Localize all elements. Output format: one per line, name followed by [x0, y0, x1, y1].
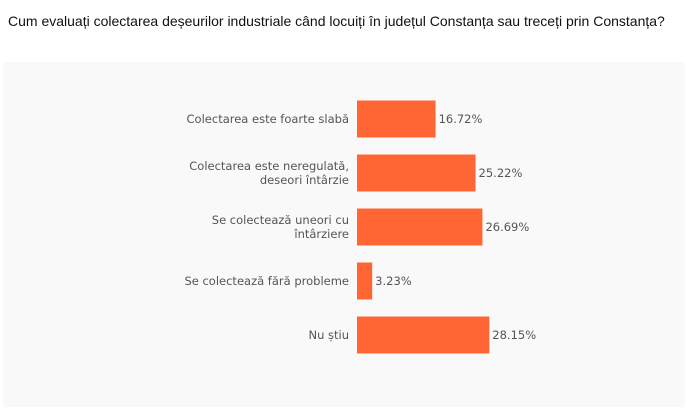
value-label-3: 26.69% [485, 220, 529, 234]
category-label-3: Se colectează uneori cu întârziere [212, 213, 349, 241]
bar-2 [357, 154, 476, 192]
category-label-line: Colectarea este neregulată, [189, 159, 349, 173]
bar-4 [357, 262, 373, 300]
category-label-line: Colectarea este foarte slabă [187, 112, 349, 126]
category-label-5: Nu știu [308, 328, 349, 342]
bar-5 [357, 316, 490, 354]
category-label-line: deseori întârzie [260, 173, 349, 187]
value-label-1: 16.72% [439, 112, 483, 126]
value-label-2: 25.22% [479, 166, 523, 180]
value-label-4: 3.23% [375, 274, 412, 288]
bar-3 [357, 208, 483, 246]
category-label-line: întârziere [293, 227, 349, 241]
bar-chart: 16.72% Colectarea este foarte slabă 25.22%… [184, 100, 536, 354]
bar-1 [357, 100, 436, 138]
category-label-4: Se colectează fără probleme [184, 274, 349, 288]
category-label-line: Se colectează fără probleme [184, 274, 349, 288]
category-label-line: Se colectează uneori cu [212, 213, 349, 227]
chart-panel: 16.72% Colectarea este foarte slabă 25.22%… [3, 62, 685, 407]
category-label-2: Colectarea este neregulată, deseori întâr… [189, 159, 349, 187]
value-label-5: 28.15% [492, 328, 536, 342]
category-label-1: Colectarea este foarte slabă [187, 112, 349, 126]
category-label-line: Nu știu [308, 328, 349, 342]
survey-question: Cum evaluați colectarea deșeurilor indus… [8, 13, 665, 29]
